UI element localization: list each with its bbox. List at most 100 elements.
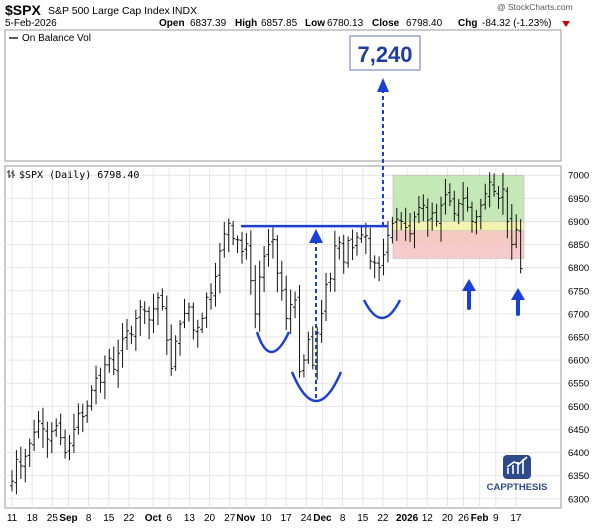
- ohlc-bar: [160, 288, 165, 311]
- ohlc-bar: [32, 419, 37, 451]
- x-tick-label: 17: [510, 513, 522, 524]
- ohlc-bar: [195, 319, 200, 348]
- ohlc-bar: [408, 213, 413, 242]
- ohlc-bar: [315, 326, 320, 380]
- ohlc-bar: [421, 194, 426, 222]
- ohlc-bar: [474, 209, 479, 235]
- exchange-label: INDX: [172, 5, 197, 17]
- ohlc-bar: [301, 354, 306, 378]
- ohlc-bar: [465, 187, 470, 212]
- y-tick-label: 6500: [568, 402, 589, 413]
- ohlc-bar: [368, 227, 373, 270]
- ohlc-bar: [452, 190, 457, 222]
- ohlc-bar: [257, 260, 262, 332]
- target-box: [349, 35, 421, 71]
- projection-arrow-head-icon: [377, 78, 389, 92]
- y-tick-label: 6750: [568, 286, 589, 297]
- ohlc-bar: [235, 235, 240, 254]
- price-bars: [10, 172, 523, 495]
- ohlc-bar: [469, 201, 474, 233]
- ohlc-bar: [191, 302, 196, 340]
- ohlc-bar: [209, 283, 214, 310]
- ohlc-bar: [430, 202, 435, 231]
- x-tick-label: 24: [301, 513, 313, 524]
- ohlc-bar: [434, 203, 439, 227]
- ohlc-bar: [461, 182, 466, 221]
- ohlc-bar: [518, 219, 523, 274]
- ohlc-bar: [14, 450, 19, 495]
- ohlc-bar: [275, 235, 280, 293]
- ohlc-bar: [478, 198, 483, 230]
- ohlc-bar: [23, 448, 28, 483]
- ohlc-bar: [372, 255, 377, 279]
- ohlc-bar: [381, 238, 386, 276]
- index-name: S&P 500 Large Cap Index: [48, 5, 171, 17]
- logo-badge-icon: [503, 455, 531, 479]
- x-tick-label: 8: [86, 513, 92, 524]
- ohlc-bar: [49, 422, 54, 454]
- up-arrow-left-head-icon: [462, 279, 476, 291]
- ohlc-bar: [483, 183, 488, 210]
- x-tick-label: 2026: [396, 513, 419, 524]
- ohlc-bar: [138, 299, 143, 336]
- y-tick-label: 6800: [568, 263, 589, 274]
- x-tick-label: 20: [204, 513, 216, 524]
- ohlc-bar: [487, 172, 492, 208]
- ohlc-bar: [213, 262, 218, 307]
- y-tick-label: 6450: [568, 425, 589, 436]
- ohlc-bar: [151, 293, 156, 334]
- ohlc-bar: [306, 331, 311, 364]
- ohlc-bar: [186, 302, 191, 322]
- ohlc-bar: [310, 326, 315, 370]
- ohlc-bar: [164, 295, 169, 355]
- x-tick-label: 15: [103, 513, 115, 524]
- ohlc-bar: [297, 285, 302, 378]
- ohlc-bar: [514, 214, 519, 249]
- y-tick-label: 6900: [568, 217, 589, 228]
- capp-thesis-logo: CAPPTHESIS: [487, 455, 547, 493]
- ohlc-bar: [447, 183, 452, 207]
- ohlc-bar: [204, 292, 209, 328]
- ohlc-bar: [288, 289, 293, 334]
- red-zone: [392, 230, 525, 259]
- ohlc-bar: [178, 320, 183, 356]
- ohlc-bar: [377, 256, 382, 282]
- ohlc-bar: [509, 204, 514, 261]
- ohlc-bar: [111, 346, 116, 376]
- low-value: 6780.13: [327, 18, 364, 29]
- y-axis: 6300 6350 6400 6450 6500 6550 6600 6650 6700 6750…: [568, 171, 589, 506]
- high-value: 6857.85: [261, 18, 298, 29]
- x-tick-label: 20: [442, 513, 454, 524]
- ohlc-bar: [244, 233, 249, 260]
- ohlc-bar: [107, 348, 112, 373]
- ohlc-bar: [425, 198, 430, 237]
- ohlc-bar: [71, 413, 76, 454]
- ohlc-bar: [363, 222, 368, 255]
- ohlc-bar: [284, 275, 289, 331]
- ohlc-bar: [332, 230, 337, 292]
- ohlc-bar: [40, 407, 45, 448]
- ohlc-bar: [76, 403, 81, 435]
- ohlc-bar: [279, 260, 284, 301]
- ohlc-bar: [120, 323, 125, 368]
- ohlc-bar: [390, 216, 395, 244]
- x-tick-label: 12: [422, 513, 434, 524]
- ohlc-bar: [359, 226, 364, 243]
- ohlc-bar: [94, 365, 99, 405]
- chg-value: -84.32 (-1.23%): [482, 18, 551, 29]
- x-tick-label: 25: [47, 513, 59, 524]
- close-value: 6798.40: [406, 18, 443, 29]
- ohlc-bar: [133, 309, 138, 351]
- measure-arrow-head-icon: [309, 229, 323, 243]
- x-tick-label: 22: [377, 513, 389, 524]
- ohlc-bar: [350, 229, 355, 261]
- ohlc-bar: [341, 234, 346, 274]
- ohlc-bar: [403, 207, 408, 241]
- ohlc-bar: [456, 199, 461, 225]
- ohlc-bar: [200, 312, 205, 334]
- ohlc-bar: [231, 221, 236, 246]
- ohlc-bar: [346, 236, 351, 268]
- y-tick-label: 6350: [568, 471, 589, 482]
- ohlc-bar: [394, 207, 399, 241]
- up-arrow-right-head-icon: [511, 288, 525, 300]
